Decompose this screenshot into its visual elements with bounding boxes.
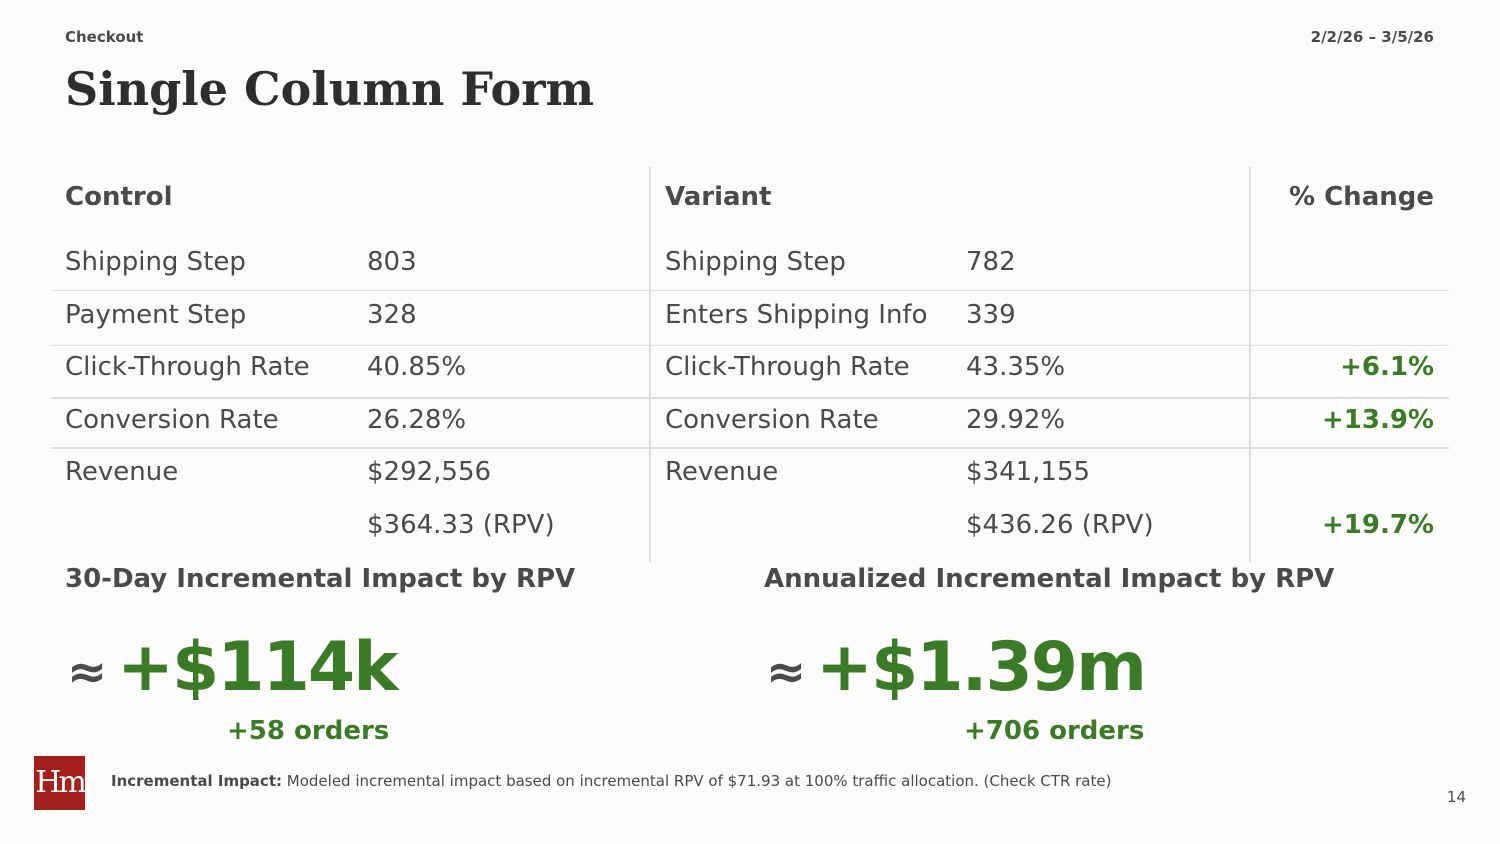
impact-title: 30-Day Incremental Impact by RPV bbox=[65, 564, 576, 594]
logo: Hm bbox=[34, 756, 87, 810]
metric-value: 328 bbox=[367, 300, 417, 330]
page-number: 14 bbox=[1446, 788, 1466, 806]
metric-value: 339 bbox=[966, 300, 1016, 330]
metric-label: Click-Through Rate bbox=[65, 352, 310, 382]
change-value: +13.9% bbox=[1322, 405, 1434, 435]
footnote-text: Modeled incremental impact based on incr… bbox=[286, 772, 1112, 790]
impact-orders: +58 orders bbox=[227, 716, 390, 746]
row-divider bbox=[51, 290, 1449, 291]
column-header: Variant bbox=[665, 182, 772, 212]
metric-value: 40.85% bbox=[367, 352, 467, 382]
column-divider bbox=[649, 167, 651, 562]
metric-value: $341,155 bbox=[966, 457, 1091, 487]
metric-value: $436.26 (RPV) bbox=[966, 510, 1154, 540]
metric-label: Conversion Rate bbox=[65, 405, 279, 435]
change-value: +19.7% bbox=[1322, 510, 1434, 540]
footnote-label: Incremental Impact: bbox=[111, 772, 282, 790]
title: Single Column Form bbox=[65, 62, 595, 116]
metric-label: Click-Through Rate bbox=[665, 352, 910, 382]
metric-label: Conversion Rate bbox=[665, 405, 879, 435]
approx-sign: ≈ bbox=[67, 644, 108, 700]
approx-sign: ≈ bbox=[766, 644, 807, 700]
metric-value: 26.28% bbox=[367, 405, 467, 435]
metric-label: Revenue bbox=[665, 457, 779, 487]
metric-value: 29.92% bbox=[966, 405, 1066, 435]
footnote: Incremental Impact: Modeled incremental … bbox=[111, 772, 1111, 790]
section-label: Checkout bbox=[65, 28, 144, 46]
metric-label: Shipping Step bbox=[65, 247, 246, 277]
metric-value: $292,556 bbox=[367, 457, 492, 487]
metric-value: 43.35% bbox=[966, 352, 1066, 382]
metric-value: 803 bbox=[367, 247, 417, 277]
row-divider bbox=[51, 345, 1449, 346]
metric-value: 782 bbox=[966, 247, 1016, 277]
change-value: +6.1% bbox=[1340, 352, 1434, 382]
column-divider bbox=[1249, 167, 1251, 562]
impact-orders: +706 orders bbox=[964, 716, 1145, 746]
row-divider bbox=[51, 447, 1449, 449]
impact-value: +$114k bbox=[117, 628, 398, 707]
metric-label: Shipping Step bbox=[665, 247, 846, 277]
date-range: 2/2/26 – 3/5/26 bbox=[1310, 28, 1434, 46]
row-divider bbox=[51, 397, 1449, 399]
metric-label: Enters Shipping Info bbox=[665, 300, 928, 330]
impact-value: +$1.39m bbox=[816, 628, 1147, 707]
metric-label: Revenue bbox=[65, 457, 179, 487]
column-header: Control bbox=[65, 182, 173, 212]
impact-title: Annualized Incremental Impact by RPV bbox=[764, 564, 1335, 594]
metric-label: Payment Step bbox=[65, 300, 247, 330]
column-header: % Change bbox=[1289, 182, 1434, 212]
metric-value: $364.33 (RPV) bbox=[367, 510, 555, 540]
